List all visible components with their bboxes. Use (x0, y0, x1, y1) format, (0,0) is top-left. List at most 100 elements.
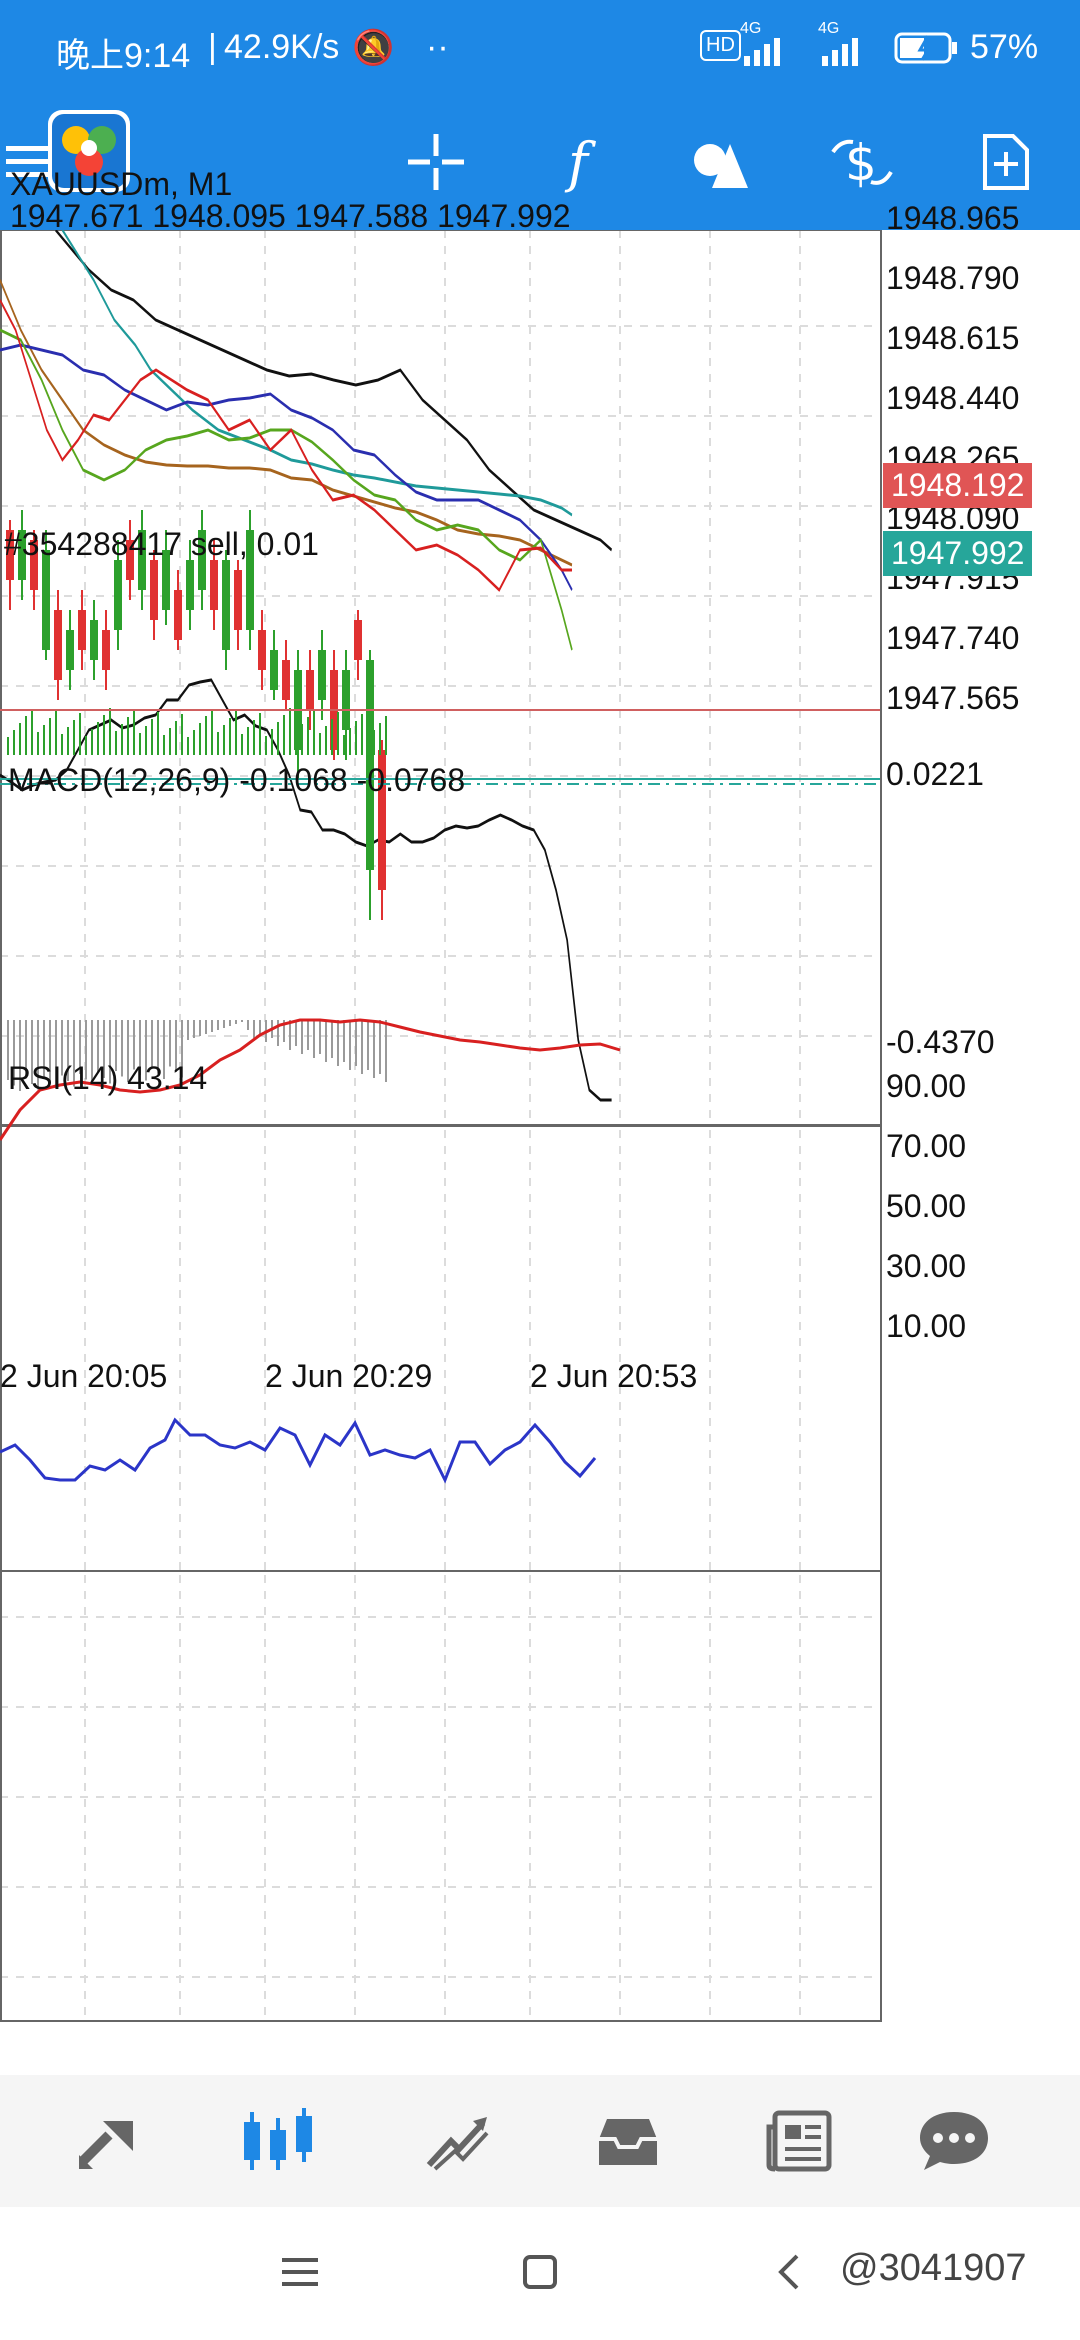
symbol-label: XAUUSDm, M1 (10, 166, 233, 202)
macd-histogram (7, 1020, 387, 1091)
candle-body (270, 650, 278, 690)
candle-body (366, 660, 374, 870)
candle-body (138, 530, 146, 590)
macd-axis-top: 0.0221 (886, 756, 984, 792)
status-separator: | (208, 28, 217, 66)
chart-area[interactable]: XAUUSDm, M1 1947.671 1948.095 1947.588 1… (0, 166, 1080, 2080)
chat-icon[interactable] (906, 2093, 1002, 2189)
watermark: @3041907 (840, 2247, 1027, 2289)
time-label-2: 2 Jun 20:29 (265, 1358, 433, 1394)
new-order-icon[interactable] (958, 114, 1054, 210)
volume-bars (7, 708, 387, 755)
chart-grid (0, 230, 880, 2020)
macd-axis-bottom: -0.4370 (886, 1024, 995, 1060)
candle-body (318, 650, 326, 700)
signal-icon (744, 38, 780, 66)
battery-percentage: 57% (970, 28, 1039, 66)
candle-body (78, 610, 86, 650)
bollinger-lower-line (0, 678, 612, 1102)
ma-navy-line (0, 343, 573, 592)
news-icon[interactable] (752, 2093, 848, 2189)
time-label-1: 2 Jun 20:05 (0, 1358, 168, 1394)
status-speed: 42.9K/s (224, 28, 340, 66)
history-icon[interactable] (580, 2093, 676, 2189)
ask-price-tag: 1947.992 (883, 531, 1033, 576)
rsi-pane-border (0, 1570, 882, 2022)
ohlc-label: 1947.671 1948.095 1947.588 1947.992 (10, 198, 571, 234)
quotes-icon[interactable] (60, 2093, 156, 2189)
battery-icon (894, 32, 957, 64)
candle-body (18, 530, 26, 580)
candle-body (174, 590, 182, 640)
rsi-line (0, 1417, 597, 1484)
candle-body (30, 540, 38, 590)
home-icon[interactable] (510, 2242, 570, 2302)
ma-red-line (0, 298, 572, 592)
candle-body (90, 620, 98, 660)
indicators-icon[interactable]: f (568, 130, 588, 194)
macd-label: MACD(12,26,9) -0.1068 -0.0768 (8, 762, 466, 798)
signal-icon (822, 38, 858, 66)
candle-body (210, 560, 218, 610)
trade-dollar-icon[interactable]: $ (814, 114, 910, 210)
objects-icon[interactable] (672, 114, 768, 210)
candle-body (234, 570, 242, 630)
candle-body (102, 630, 110, 670)
crosshair-icon[interactable] (388, 114, 484, 210)
candle-body (150, 560, 158, 620)
chart-icon[interactable] (230, 2093, 326, 2189)
candle-body (378, 750, 386, 890)
status-bar: 晚上9:14 | 42.9K/s 🔕 ·· HD 4G 4G 57% (0, 0, 1080, 96)
candle-body (162, 550, 170, 610)
candle-body (306, 670, 314, 710)
candle-body (246, 530, 254, 630)
price-tick-label: 1948.790 (886, 260, 1020, 296)
rsi-tick-label: 30.00 (886, 1248, 967, 1284)
ma-brown-line (0, 279, 573, 567)
candle-body (222, 560, 230, 650)
price-tick-label: 1947.740 (886, 620, 1020, 656)
app-logo-icon (48, 110, 130, 192)
more-dots-icon: ·· (426, 28, 449, 66)
signal-label-2: 4G (818, 20, 840, 37)
price-tick-label: 1948.615 (886, 320, 1020, 356)
bottom-navigation (0, 2075, 1080, 2207)
candle-body (186, 560, 194, 610)
rsi-tick-label: 70.00 (886, 1128, 967, 1164)
candle-body (114, 560, 122, 630)
bid-price-tag: 1948.192 (883, 463, 1033, 508)
macd-pane-border (0, 1125, 882, 1572)
rsi-tick-label: 90.00 (886, 1068, 967, 1104)
back-icon[interactable] (760, 2242, 820, 2302)
candle-body (6, 530, 14, 580)
candle-body (126, 540, 134, 580)
candle-body (54, 610, 62, 680)
price-chart[interactable] (0, 228, 1080, 2080)
candle-body (66, 630, 74, 670)
chart-toolbar: f $ (0, 96, 1080, 230)
main-pane-border (0, 229, 882, 1126)
status-time: 晚上9:14 (56, 37, 191, 75)
price-tick-label: 1948.965 (886, 200, 1020, 236)
time-label-3: 2 Jun 20:53 (530, 1358, 698, 1394)
mute-icon: 🔕 (352, 29, 395, 67)
rsi-label: RSI(14) 43.14 (8, 1060, 208, 1096)
candle-body (282, 660, 290, 700)
macd-signal-line (0, 1018, 621, 1141)
trade-icon[interactable] (410, 2093, 506, 2189)
candles (6, 510, 386, 920)
candle-body (258, 630, 266, 670)
price-tick-label: 1947.565 (886, 680, 1020, 716)
candle-body (42, 550, 50, 650)
bollinger-upper-line (55, 228, 612, 552)
candle-body (342, 670, 350, 730)
menu-icon[interactable] (0, 114, 76, 210)
system-navigation: @3041907 (0, 2207, 1080, 2340)
price-tick-label: 1948.440 (886, 380, 1020, 416)
candle-body (198, 530, 206, 590)
hd-badge: HD (700, 30, 741, 61)
order-label: #354288417 sell, 0.01 (4, 526, 319, 562)
rsi-tick-label: 50.00 (886, 1188, 967, 1224)
recent-apps-icon[interactable] (270, 2242, 330, 2302)
signal-label-1: 4G (740, 20, 762, 37)
